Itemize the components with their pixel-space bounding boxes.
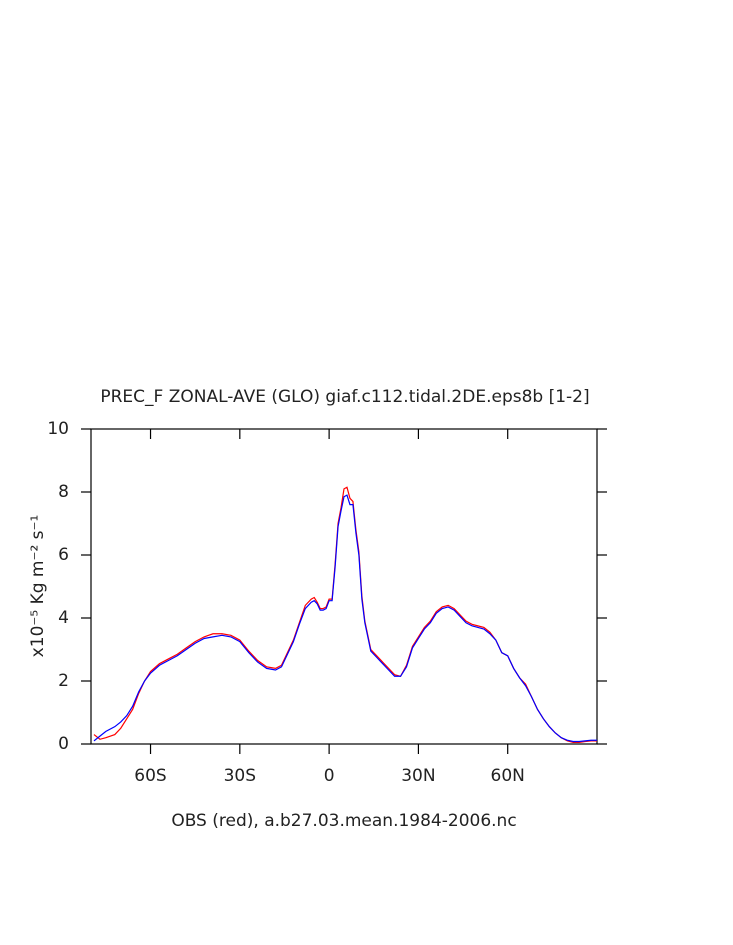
x-tick-label: 0	[324, 766, 335, 786]
y-tick-label: 8	[58, 482, 69, 502]
x-axis-label: OBS (red), a.b27.03.mean.1984-2006.nc	[171, 811, 516, 831]
x-tick-label: 60N	[491, 766, 525, 786]
data-line	[93, 494, 597, 743]
y-tick-label: 0	[58, 734, 69, 754]
data-line	[93, 486, 597, 744]
x-tick-label: 30N	[401, 766, 435, 786]
chart-title: PREC_F ZONAL-AVE (GLO) giaf.c112.tidal.2…	[100, 387, 589, 407]
y-tick-label: 4	[58, 608, 69, 628]
y-axis-label: x10⁻⁵ Kg m⁻² s⁻¹	[28, 515, 48, 658]
y-tick-label: 2	[58, 671, 69, 691]
plot-frame	[90, 428, 598, 745]
x-tick-label: 60S	[134, 766, 166, 786]
x-tick-label: 30S	[224, 766, 256, 786]
y-tick-label: 10	[47, 419, 69, 439]
y-tick-label: 6	[58, 545, 69, 565]
